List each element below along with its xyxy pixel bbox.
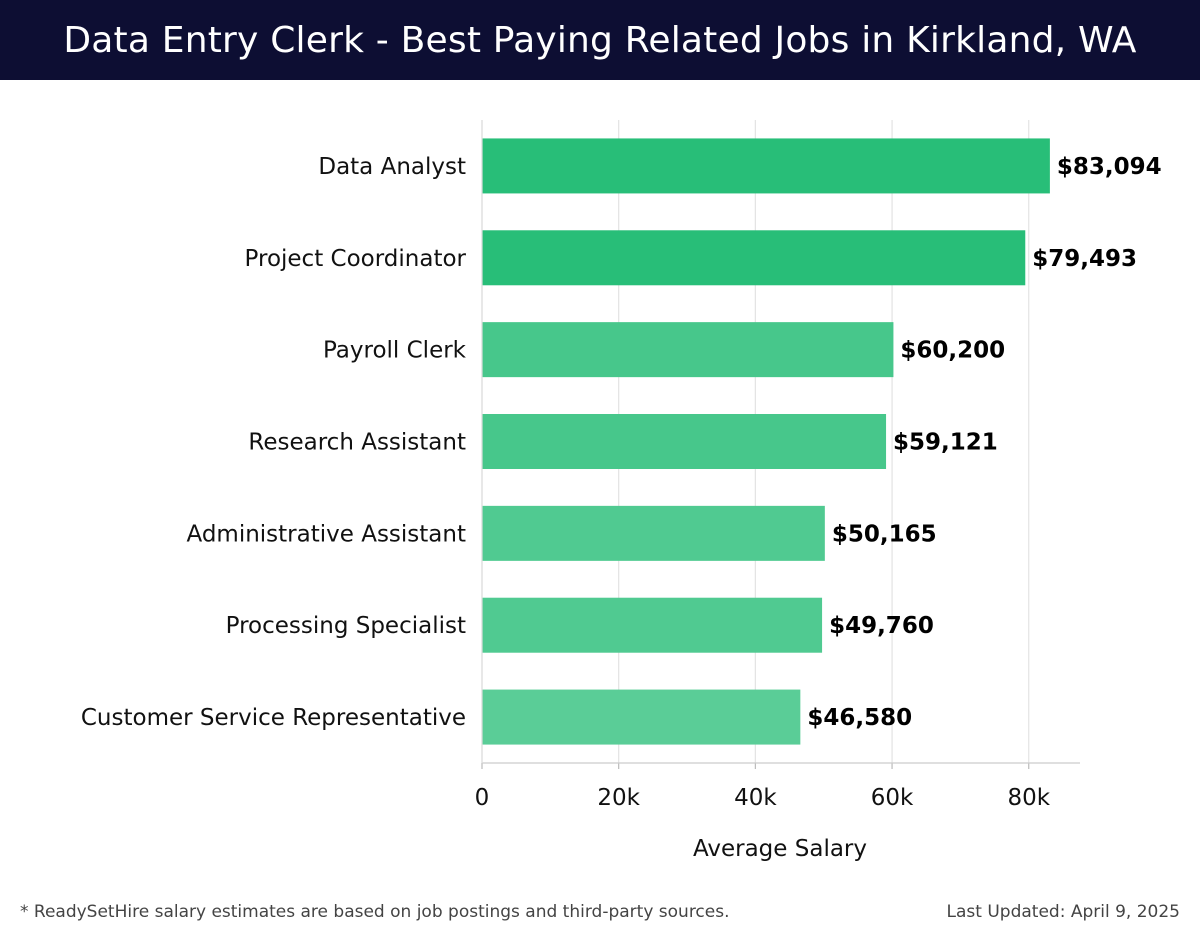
bars <box>482 138 1050 745</box>
bar <box>482 322 894 378</box>
bar <box>482 414 887 469</box>
x-tick-label: 60k <box>871 785 914 811</box>
value-label: $49,760 <box>829 613 934 639</box>
footer-disclaimer: * ReadySetHire salary estimates are base… <box>20 902 730 922</box>
category-label: Processing Specialist <box>226 613 466 639</box>
bar <box>482 689 801 745</box>
chart-title: Data Entry Clerk - Best Paying Related J… <box>63 19 1137 61</box>
value-label: $60,200 <box>900 338 1005 364</box>
bar <box>482 138 1050 194</box>
x-tick-label: 80k <box>1007 785 1050 811</box>
category-label: Customer Service Representative <box>81 705 466 731</box>
category-label: Project Coordinator <box>245 246 467 272</box>
x-tick-label: 40k <box>734 785 777 811</box>
salary-bar-chart: 0 20k 40k 60k 80k Data Analyst Project Coordi… <box>81 120 1162 862</box>
x-axis-title: Average Salary <box>693 836 867 862</box>
category-label: Administrative Assistant <box>186 521 466 547</box>
value-label: $59,121 <box>893 430 998 456</box>
chart-header: Data Entry Clerk - Best Paying Related J… <box>0 0 1200 80</box>
category-label: Payroll Clerk <box>323 338 467 364</box>
bar <box>482 597 823 653</box>
bar <box>482 505 825 561</box>
value-labels: $83,094 $79,493 $60,200 $59,121 $50,165 $49,7… <box>807 154 1161 731</box>
category-label: Research Assistant <box>248 430 466 456</box>
value-label: $79,493 <box>1032 246 1137 272</box>
footer-last-updated: Last Updated: April 9, 2025 <box>946 902 1180 922</box>
value-label: $50,165 <box>832 521 937 547</box>
x-axis: 0 20k 40k 60k 80k <box>475 120 1080 811</box>
value-label: $46,580 <box>807 705 912 731</box>
x-tick-label: 0 <box>475 785 490 811</box>
x-tick-label: 20k <box>597 785 640 811</box>
category-labels: Data Analyst Project Coordinator Payroll C… <box>81 154 467 731</box>
category-label: Data Analyst <box>318 154 466 180</box>
bar <box>482 230 1026 286</box>
value-label: $83,094 <box>1057 154 1162 180</box>
